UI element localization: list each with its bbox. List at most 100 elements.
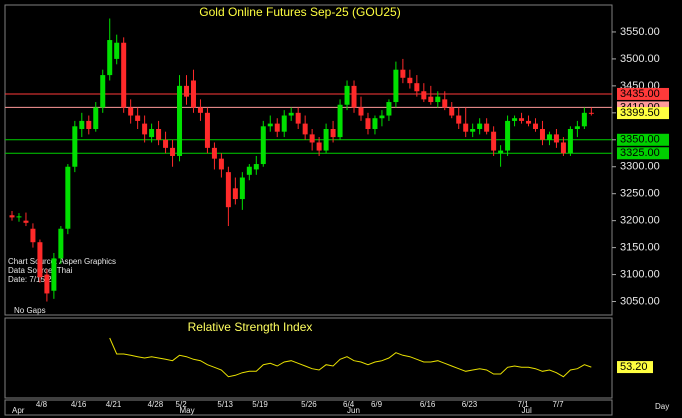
candle-body <box>581 112 587 127</box>
candle-body <box>170 147 176 156</box>
candle-body <box>218 158 224 170</box>
x-tick-label: 6/4 <box>343 400 355 409</box>
level-label: 3325.00 <box>620 147 660 159</box>
rsi-line <box>109 337 592 378</box>
rsi-panel <box>4 317 613 399</box>
candle-body <box>23 220 29 223</box>
x-tick-label: 7/7 <box>552 400 564 409</box>
x-tick-label: 4/16 <box>71 400 87 409</box>
level-box <box>617 133 669 146</box>
candle-body <box>79 120 85 129</box>
candle-body <box>44 274 50 294</box>
x-tick-label: 5/26 <box>301 400 317 409</box>
rsi-value-box <box>617 361 653 374</box>
candle-body <box>107 40 113 76</box>
candle-body <box>351 85 357 108</box>
price-panel <box>4 4 613 316</box>
level-box <box>617 87 669 100</box>
candle-body <box>400 69 406 78</box>
x-tick-label: 4/28 <box>148 400 164 409</box>
candle-body <box>302 123 308 135</box>
candle-body <box>442 99 448 108</box>
candle-body <box>498 150 504 154</box>
x-tick-label: 5/13 <box>217 400 233 409</box>
candle-body <box>246 166 252 175</box>
footnote: No Gaps <box>14 306 46 315</box>
candle-body <box>16 216 22 218</box>
candle-body <box>114 42 120 59</box>
y-tick-label: 3100.00 <box>620 268 660 280</box>
candle-body <box>428 96 434 103</box>
candle-body <box>267 123 273 127</box>
candle-body <box>526 120 532 124</box>
candle-body <box>260 126 266 165</box>
rsi-value-label: 53.20 <box>620 361 648 373</box>
candle-body <box>93 107 99 129</box>
month-label: Jun <box>347 406 360 415</box>
candle-body <box>51 258 57 291</box>
month-label: Apr <box>12 406 25 415</box>
candle-body <box>358 107 364 116</box>
candle-body <box>337 104 343 138</box>
month-label: May <box>180 406 195 415</box>
candle-body <box>177 85 183 156</box>
y-tick-label: 3150.00 <box>620 242 660 254</box>
x-tick-label: 5/2 <box>176 400 188 409</box>
candle-body <box>456 115 462 124</box>
candle-body <box>100 75 106 108</box>
x-tick-label: 4/8 <box>36 400 48 409</box>
x-tick-label: 6/23 <box>462 400 478 409</box>
candle-body <box>519 118 525 121</box>
y-tick-label: 3500.00 <box>620 53 660 65</box>
candle-body <box>330 129 336 138</box>
candle-body <box>323 129 329 151</box>
y-tick-label: 3300.00 <box>620 161 660 173</box>
date-strip <box>4 399 613 416</box>
candle-body <box>553 134 559 143</box>
candle-body <box>163 139 169 148</box>
candle-body <box>295 112 301 124</box>
candle-body <box>232 188 238 200</box>
candle-body <box>281 115 287 132</box>
candle-body <box>128 107 134 116</box>
candle-body <box>533 123 538 129</box>
level-label: 3350.00 <box>620 134 660 146</box>
candle-body <box>204 112 210 148</box>
candle-body <box>470 129 476 132</box>
candle-body <box>65 166 71 229</box>
candle-body <box>463 123 469 132</box>
candle-body <box>344 85 350 105</box>
x-tick-label: 6/9 <box>371 400 383 409</box>
candle-body <box>539 129 545 140</box>
candle-body <box>211 147 217 159</box>
candle-body <box>58 228 64 259</box>
candle-body <box>546 134 552 140</box>
candle-body <box>184 85 189 97</box>
candle-body <box>156 129 162 140</box>
chart-title: Gold Online Futures Sep-25 (GOU25) <box>199 5 400 19</box>
y-tick-label: 3050.00 <box>620 295 660 307</box>
candle-body <box>386 102 392 116</box>
y-tick-label: 3250.00 <box>620 188 660 200</box>
candle-body <box>435 96 441 103</box>
candle-body <box>9 215 15 218</box>
y-tick-label: 3200.00 <box>620 215 660 227</box>
annotation: Chart Source: Aspen Graphics <box>8 257 116 266</box>
x-tick-label: 6/16 <box>420 400 436 409</box>
x-tick-label: 5/19 <box>252 400 268 409</box>
level-box <box>617 147 669 160</box>
candle-body <box>484 123 490 132</box>
candle-body <box>86 120 92 129</box>
candle-body <box>121 42 127 108</box>
candle-body <box>491 131 497 151</box>
candle-body <box>574 126 580 129</box>
candle-body <box>421 91 427 100</box>
candle-body <box>393 69 399 103</box>
candle-body <box>365 118 371 129</box>
level-label: 3435.00 <box>620 88 660 100</box>
candle-body <box>149 129 155 138</box>
annotation: Date: 7/15/25 <box>8 275 57 284</box>
candle-body <box>407 77 413 84</box>
